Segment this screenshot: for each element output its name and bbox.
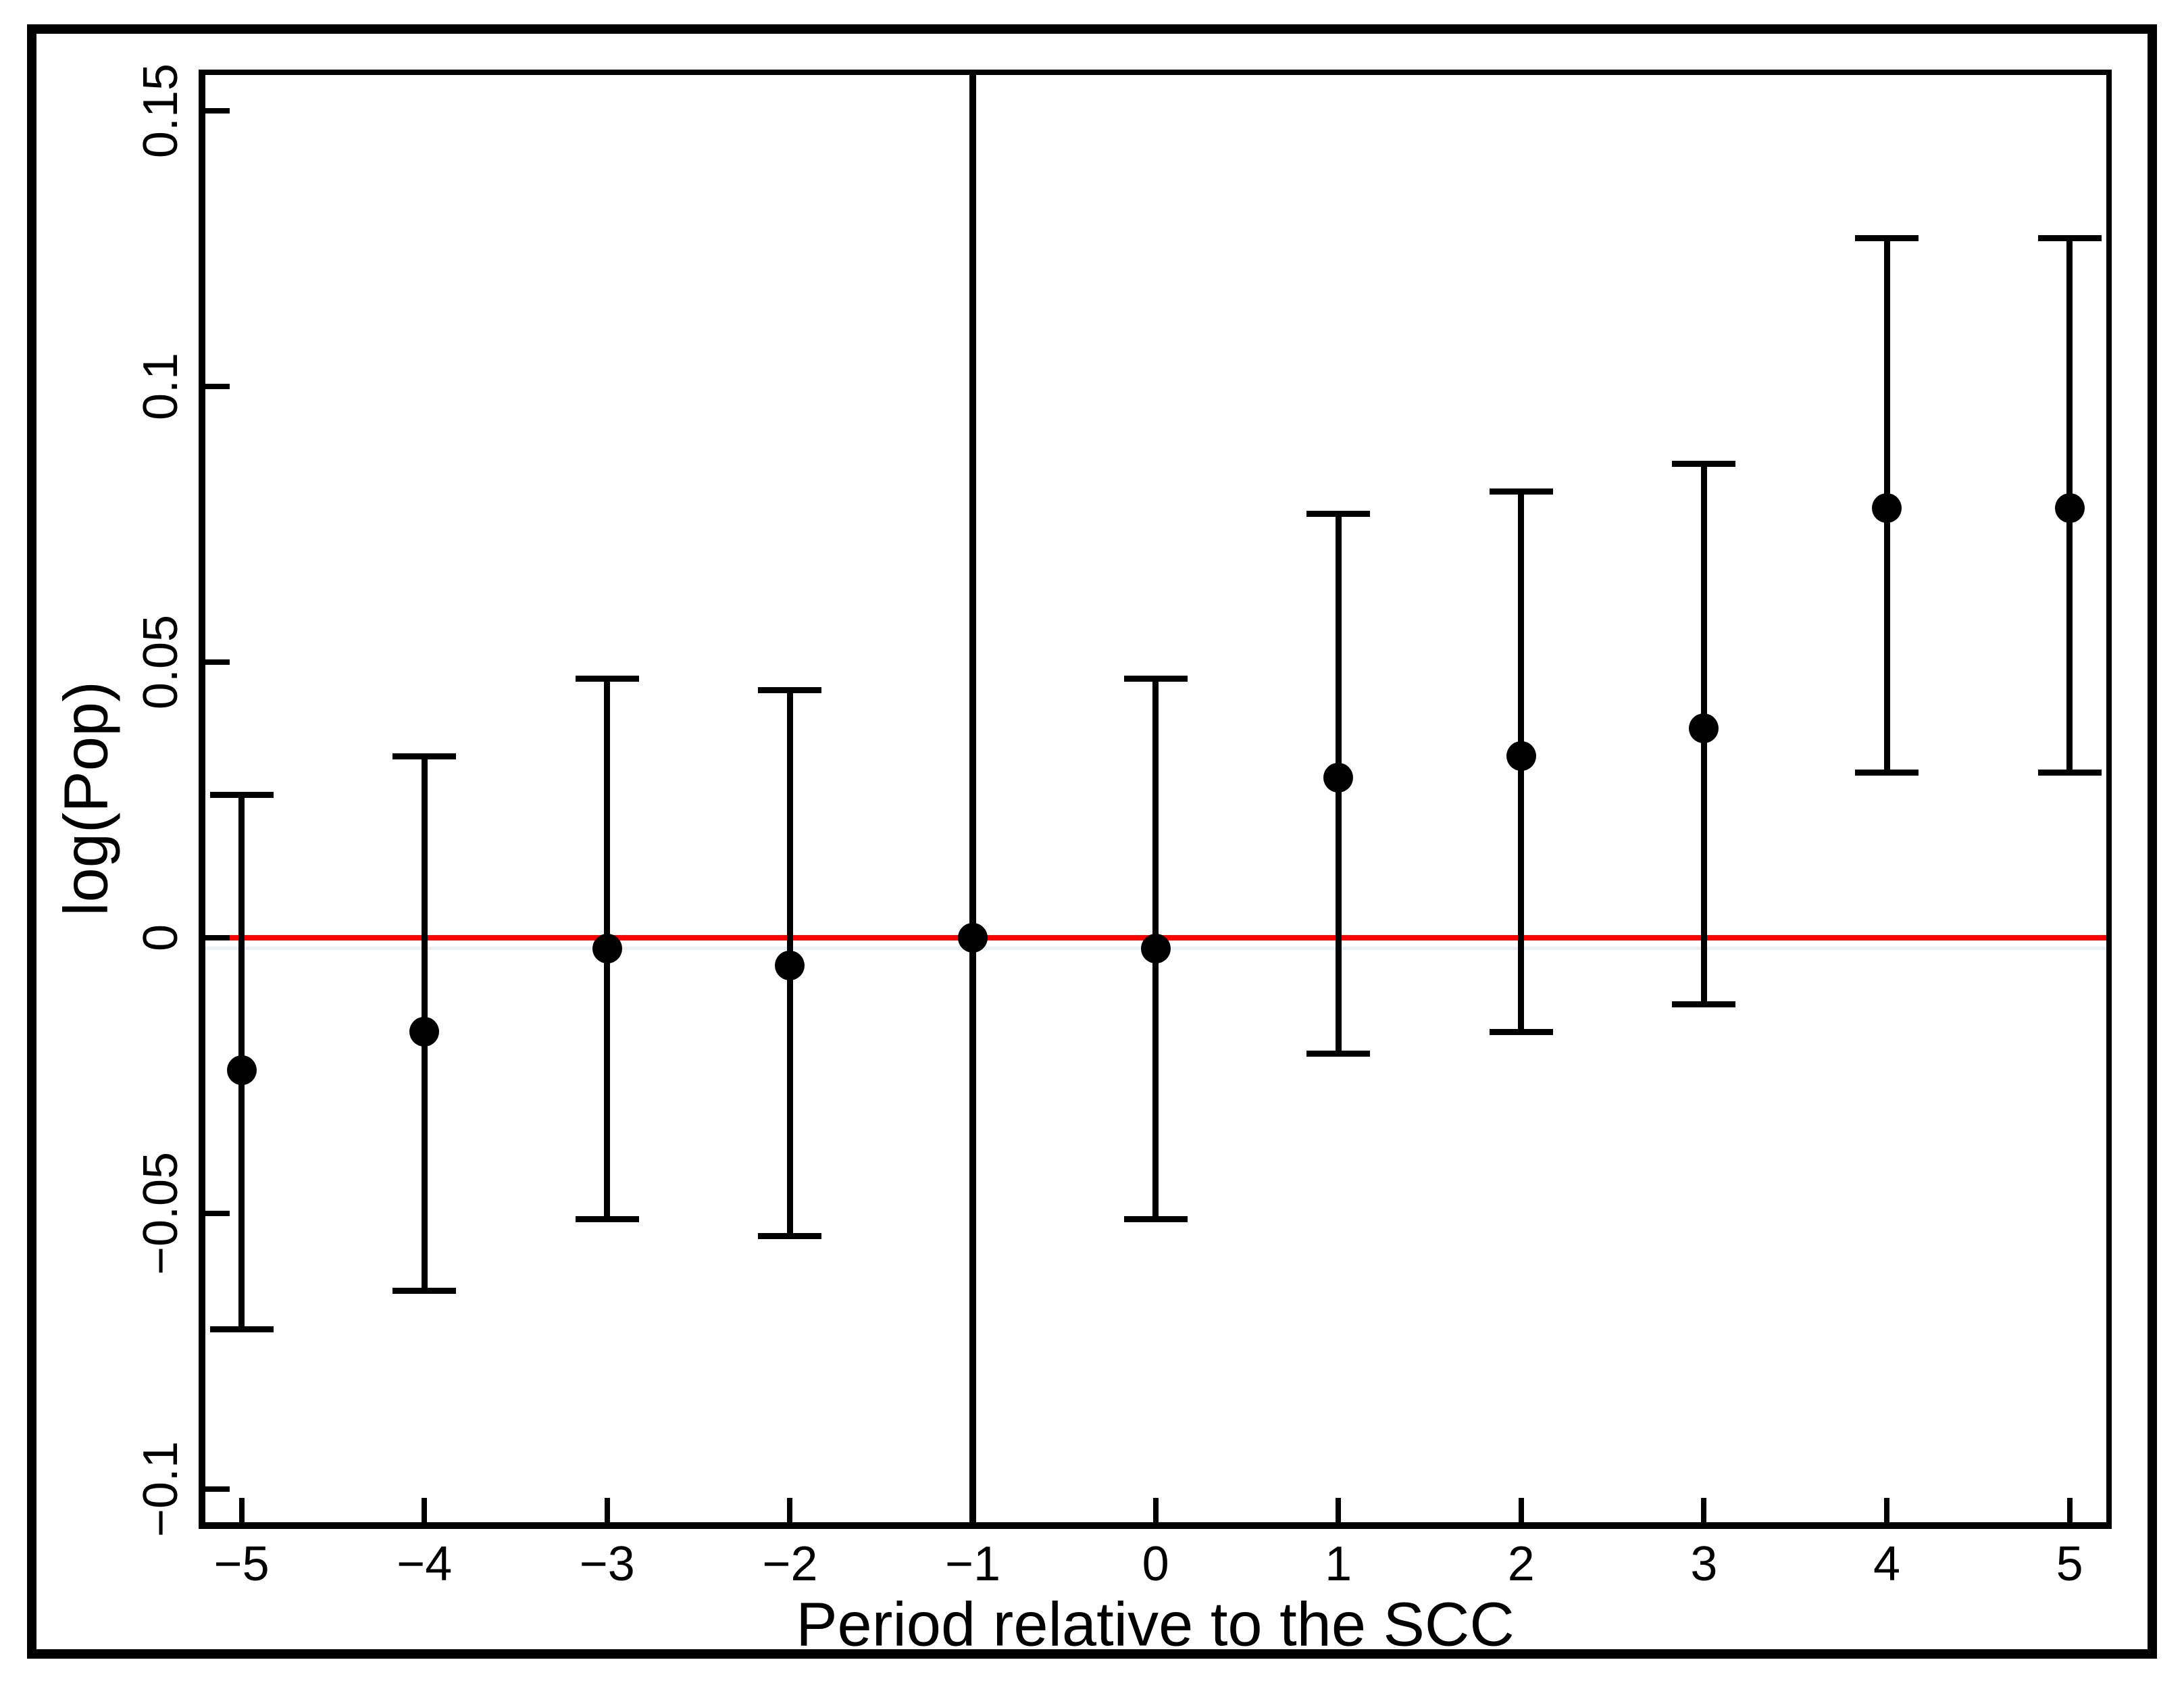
data-point-dot: [226, 1055, 257, 1085]
error-bar-cap-bottom: [1306, 1051, 1371, 1057]
error-bar-cap-bottom: [575, 1216, 639, 1223]
error-bar-cap-top: [1306, 510, 1371, 517]
error-bar-cap-top: [758, 686, 822, 693]
x-tick-label: −1: [944, 1537, 1001, 1591]
y-tick-label: 0.05: [134, 614, 188, 710]
data-point-dot: [2054, 493, 2085, 523]
x-tick-label: −5: [213, 1537, 270, 1591]
x-tick-label: −4: [397, 1537, 453, 1591]
data-point-dot: [1323, 763, 1354, 793]
error-bar-cap-top: [1123, 676, 1188, 682]
y-axis-tick: [205, 1486, 230, 1492]
x-tick-label: −2: [762, 1537, 818, 1591]
error-bar-cap-bottom: [1672, 1001, 1736, 1007]
y-axis-title: log(Pop): [51, 681, 121, 916]
error-bar-cap-bottom: [758, 1232, 822, 1239]
x-axis-tick: [1336, 1498, 1342, 1522]
x-tick-label: −3: [579, 1537, 635, 1591]
error-bar-cap-bottom: [2037, 770, 2102, 776]
plot-area: [199, 70, 2112, 1529]
x-axis-tick: [1518, 1498, 1524, 1522]
y-axis-tick: [205, 1211, 230, 1216]
x-axis-tick: [604, 1498, 610, 1522]
data-point-dot: [1872, 493, 1902, 523]
x-tick-label: 1: [1325, 1537, 1352, 1591]
error-bar-cap-top: [392, 753, 457, 759]
x-axis-tick: [238, 1498, 245, 1522]
error-bar-cap-top: [575, 676, 639, 682]
x-tick-label: 3: [1690, 1537, 1718, 1591]
x-tick-label: 0: [1142, 1537, 1169, 1591]
y-tick-label: 0: [134, 924, 188, 952]
y-axis-tick: [205, 108, 230, 114]
y-tick-label: 0.15: [134, 63, 188, 159]
data-point-dot: [592, 934, 622, 964]
x-tick-label: 2: [1507, 1537, 1535, 1591]
data-point-dot: [775, 950, 805, 980]
data-point-dot: [1140, 934, 1171, 964]
x-axis-tick: [970, 1498, 975, 1522]
y-axis-tick: [205, 659, 230, 665]
y-axis-tick: [205, 384, 230, 389]
error-bar-cap-top: [1672, 461, 1736, 468]
data-point-dot: [1689, 713, 1719, 743]
y-axis-tick: [205, 935, 230, 940]
x-tick-label: 4: [1873, 1537, 1901, 1591]
y-tick-label: 0.1: [134, 352, 188, 421]
error-bar-cap-bottom: [209, 1326, 274, 1333]
data-point-dot: [1506, 740, 1536, 771]
x-axis-tick: [422, 1498, 428, 1522]
data-point-dot: [409, 1016, 440, 1047]
error-bar-cap-top: [2037, 234, 2102, 241]
error-bar-cap-top: [1489, 488, 1553, 495]
error-bar-cap-bottom: [1855, 770, 1919, 776]
error-bar-cap-bottom: [1123, 1216, 1188, 1223]
y-tick-label: −0.05: [134, 1151, 188, 1276]
error-bar-cap-top: [1855, 234, 1919, 241]
x-axis-tick: [1884, 1498, 1889, 1522]
error-bar-cap-bottom: [392, 1288, 457, 1295]
error-bar-cap-bottom: [1489, 1028, 1553, 1035]
x-tick-label: 5: [2056, 1537, 2083, 1591]
x-axis-title: Period relative to the SCC: [796, 1590, 1515, 1659]
reference-vline: [969, 75, 976, 1522]
x-axis-tick: [2066, 1498, 2073, 1522]
x-axis-tick: [1701, 1498, 1707, 1522]
x-axis-tick: [787, 1498, 793, 1522]
data-point-dot: [958, 923, 988, 953]
x-axis-tick: [1152, 1498, 1159, 1522]
error-bar-cap-top: [209, 791, 274, 798]
